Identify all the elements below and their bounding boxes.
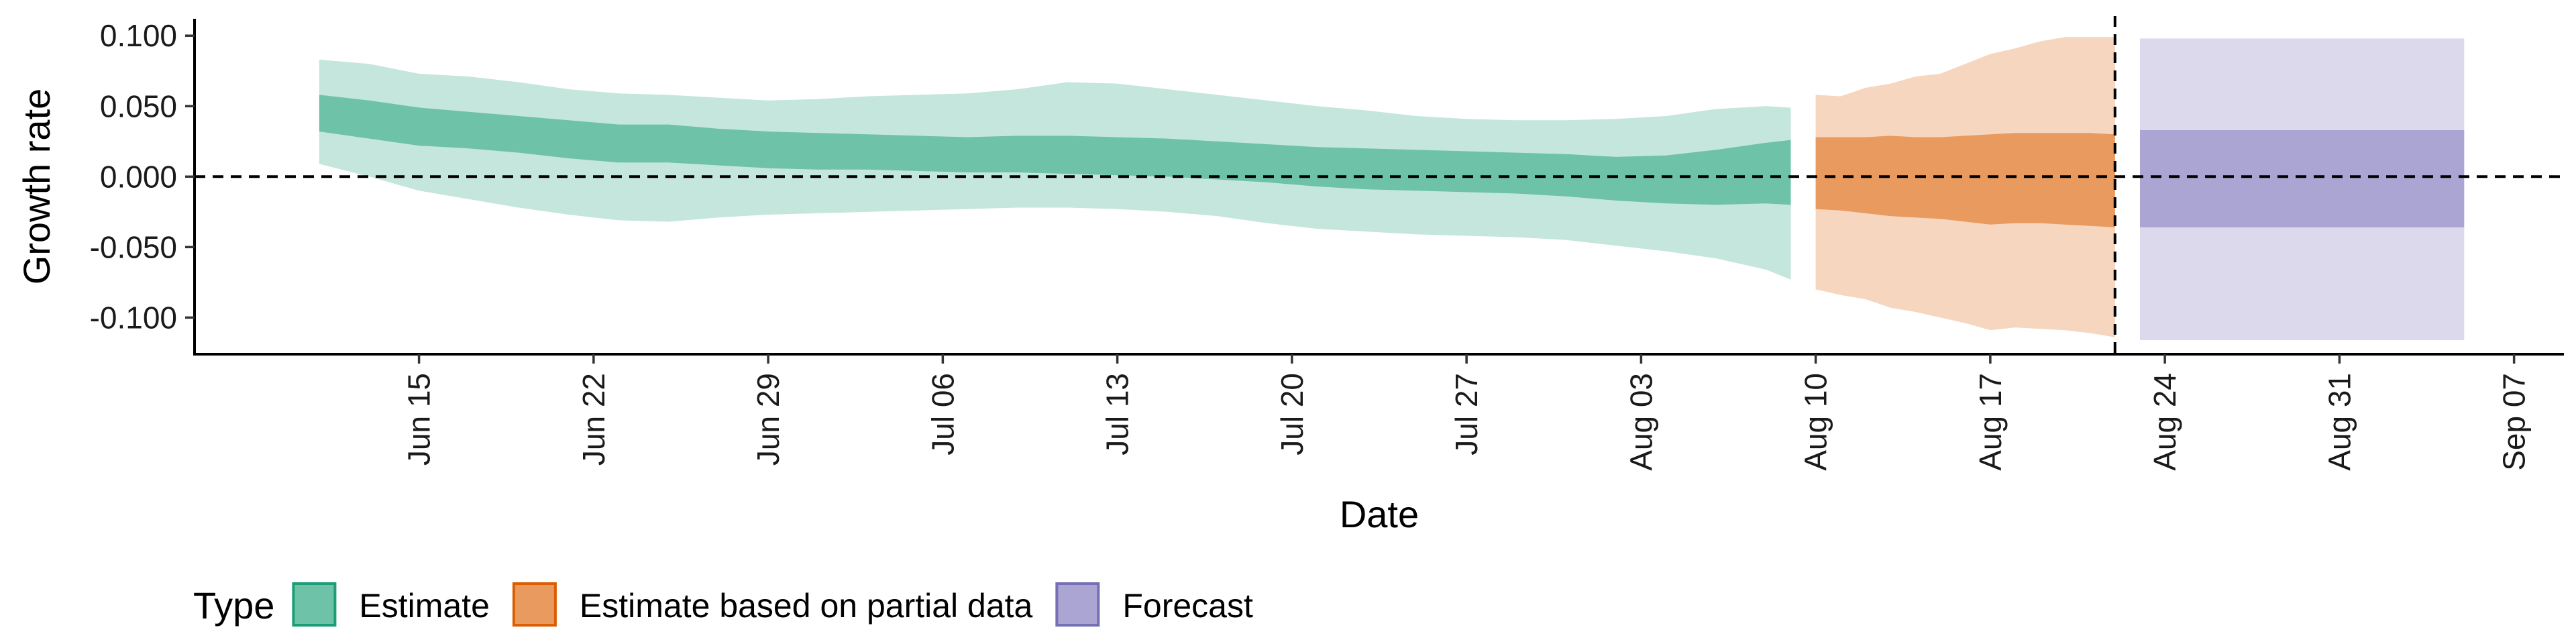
legend-label: Estimate — [359, 587, 490, 625]
y-axis-title: Growth rate — [15, 89, 58, 285]
band-50-estimate — [319, 95, 1791, 205]
y-tick-label: -0.100 — [90, 300, 177, 335]
reference-lines — [195, 16, 2564, 354]
x-axis-title: Date — [1340, 493, 1419, 535]
x-tick-label: Jul 13 — [1100, 373, 1135, 455]
x-tick-label: Jul 20 — [1275, 373, 1309, 455]
x-tick-label: Jun 29 — [751, 373, 786, 466]
legend-label: Forecast — [1122, 587, 1253, 625]
interval-bands — [319, 37, 2465, 341]
legend-swatch — [1055, 582, 1100, 627]
legend: Type Estimate Estimate based on partial da… — [193, 582, 1253, 627]
legend-item-forecast: Forecast — [1055, 582, 1253, 627]
x-tick-label: Aug 24 — [2147, 373, 2182, 471]
legend-item-estimate: Estimate — [292, 582, 490, 627]
y-tick-label: 0.100 — [100, 18, 177, 53]
legend-swatch — [512, 582, 557, 627]
legend-swatch — [292, 582, 337, 627]
x-tick-label: Aug 03 — [1623, 373, 1658, 471]
x-tick-label: Aug 17 — [1973, 373, 2008, 471]
legend-label: Estimate based on partial data — [580, 587, 1033, 625]
y-tick-label: 0.000 — [100, 159, 177, 194]
y-tick-label: 0.050 — [100, 89, 177, 123]
x-tick-label: Jul 06 — [925, 373, 960, 455]
x-tick-label: Jun 15 — [402, 373, 437, 466]
y-tick-label: -0.050 — [90, 229, 177, 264]
series-estimate-based-on-partial-data — [1815, 37, 2115, 337]
x-tick-label: Aug 10 — [1799, 373, 1833, 471]
series-estimate — [319, 59, 1791, 280]
legend-item-estimate-based-on-partial-data: Estimate based on partial data — [512, 582, 1033, 627]
x-tick-label: Sep 07 — [2497, 373, 2532, 471]
band-50-forecast — [2140, 130, 2465, 227]
band-50-estimate-based-on-partial-data — [1815, 133, 2115, 227]
series-forecast — [2140, 38, 2465, 341]
x-tick-label: Jun 22 — [576, 373, 611, 466]
x-tick-label: Aug 31 — [2322, 373, 2357, 471]
legend-title: Type — [193, 584, 274, 627]
axes: 0.100 0.050 0.000 -0.050 -0.100 Jun 15 Jun 22 J… — [15, 18, 2564, 535]
x-tick-label: Jul 27 — [1449, 373, 1484, 455]
